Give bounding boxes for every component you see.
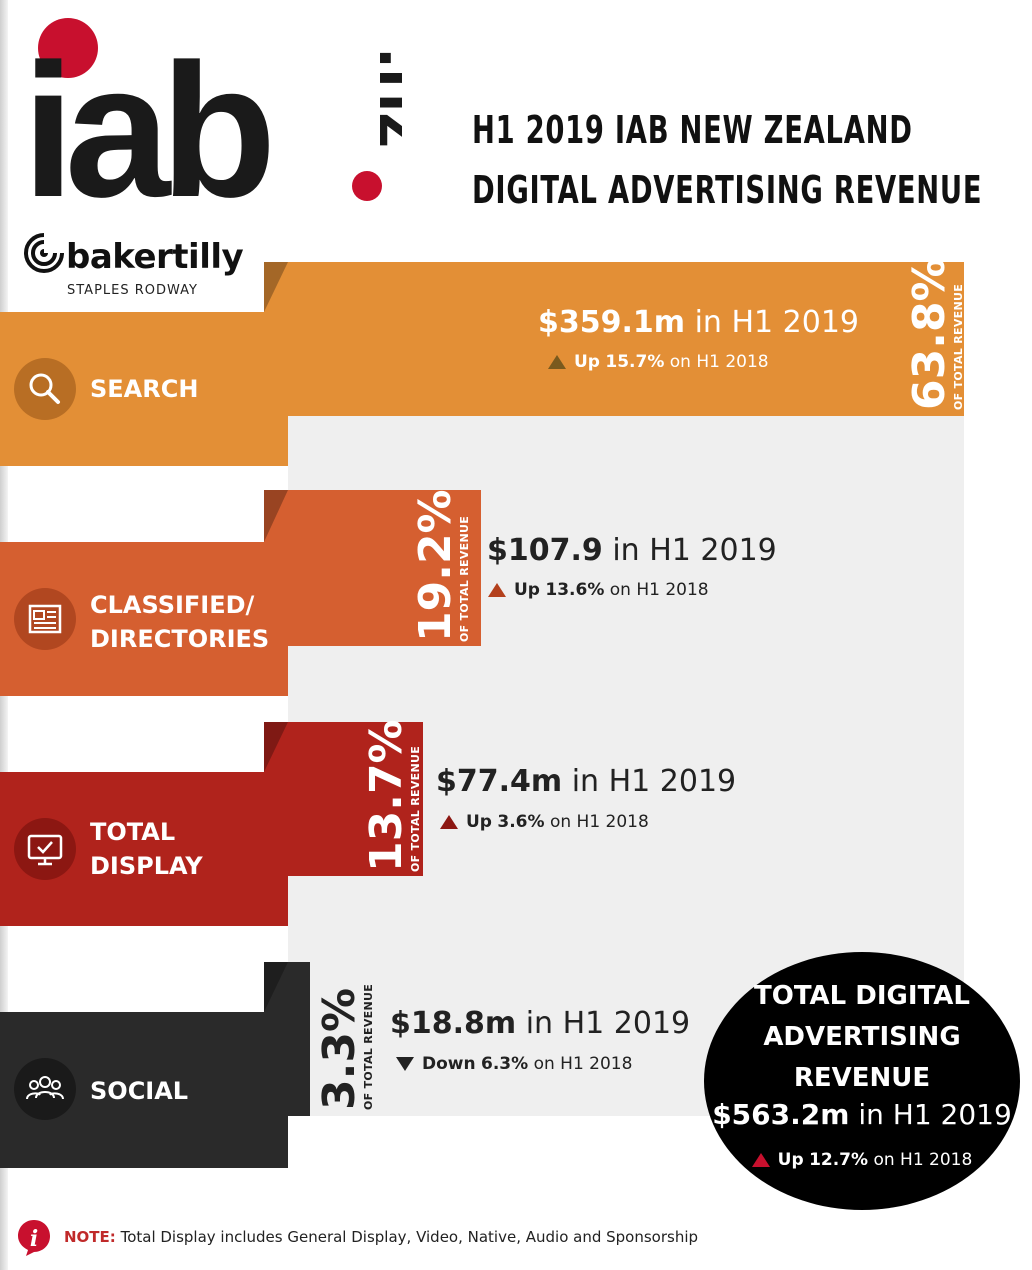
total-heading-line-3: REVENUE [793,1063,931,1093]
fold-social [264,962,288,1012]
footnote: NOTE: Total Display includes General Dis… [64,1228,698,1246]
value-period: in H1 2019 [694,305,859,340]
category-label-line: DISPLAY [90,852,203,880]
sponsor-logo: bakertilly STAPLES RODWAY [22,225,262,305]
change-value: 15.7% [605,352,665,372]
bakertilly-swirl-icon [24,233,64,273]
share-label-social: 3.3% OF TOTAL REVENUE [314,983,375,1110]
change-value: 13.6% [545,580,605,600]
fold-search [264,262,288,312]
fold-classified [264,490,288,542]
change-word: Up [466,812,492,832]
total-growth: Up 12.7% on H1 2018 [704,1150,1020,1170]
share-label-classified: 19.2% OF TOTAL REVENUE [410,489,471,642]
total-heading: TOTAL DIGITAL ADVERTISING REVENUE [704,976,1020,1099]
category-label-search: SEARCH [90,372,198,406]
iab-logo: iab .nz [22,18,402,216]
value-amount: $77.4m [436,764,563,799]
change-word: Up [574,352,600,372]
sponsor-sub: STAPLES RODWAY [67,283,198,298]
up-triangle-icon [751,1153,770,1167]
comparison: on H1 2018 [549,812,649,832]
note-label: NOTE: [64,1228,116,1246]
value-label-classified: $107.9 in H1 2019 [487,533,777,568]
up-triangle-icon [488,583,506,597]
value-label-social: $18.8m in H1 2019 [390,1006,690,1041]
total-heading-line-2: ADVERTISING [763,1022,961,1052]
up-triangle-icon [440,815,458,829]
down-triangle-icon [396,1057,414,1071]
category-label-line: SOCIAL [90,1077,189,1105]
comparison: on H1 2018 [609,580,709,600]
total-value-period: in H1 2019 [858,1098,1012,1131]
bar-display [264,722,423,876]
newspaper-icon [14,588,76,650]
title-line-2: DIGITAL ADVERTISING REVENUE [472,168,983,212]
category-label-line: DIRECTORIES [90,625,270,653]
total-value-amount: $563.2m [712,1098,850,1131]
total-change: 12.7% [809,1150,869,1170]
share-sub: OF TOTAL REVENUE [409,745,422,872]
share-label-display: 13.7% OF TOTAL REVENUE [361,719,422,872]
fold-display [264,722,288,772]
change-word: Up [514,580,540,600]
share-sub: OF TOTAL REVENUE [362,983,375,1110]
change-word: Down [422,1054,476,1074]
value-label-search: $359.1m in H1 2019 [538,305,859,340]
growth-label-classified: Up 13.6% on H1 2018 [488,580,709,600]
category-label-social: SOCIAL [90,1074,188,1108]
change-value: 3.6% [497,812,545,832]
value-period: in H1 2019 [525,1006,691,1041]
category-label-line: TOTAL [90,818,176,846]
search-icon [14,358,76,420]
growth-label-search: Up 15.7% on H1 2018 [548,352,769,372]
svg-text:i: i [30,1226,38,1252]
up-triangle-icon [548,355,566,369]
value-label-display: $77.4m in H1 2019 [436,764,736,799]
value-amount: $359.1m [538,305,686,340]
growth-label-display: Up 3.6% on H1 2018 [440,812,649,832]
change-value: 6.3% [481,1054,529,1074]
bar-classified [264,490,482,646]
category-label-display: TOTAL DISPLAY [90,815,203,883]
logo-brand: iab [22,25,269,216]
share-percent: 3.3% [314,987,365,1110]
share-percent: 19.2% [410,489,461,642]
growth-label-social: Down 6.3% on H1 2018 [396,1054,632,1074]
value-period: in H1 2019 [612,533,777,568]
share-percent: 13.7% [361,719,412,872]
note-text: Total Display includes General Display, … [120,1228,699,1246]
total-heading-line-1: TOTAL DIGITAL [754,981,970,1011]
total-value: $563.2m in H1 2019 [704,1098,1020,1131]
value-amount: $107.9 [487,533,603,568]
comparison: on H1 2018 [669,352,769,372]
category-label-line: CLASSIFIED/ [90,591,255,619]
info-icon: i [18,1220,50,1256]
people-icon [14,1058,76,1120]
share-percent: 63.8% [904,257,955,410]
category-label-classified: CLASSIFIED/DIRECTORIES [90,588,269,656]
value-period: in H1 2019 [571,764,737,799]
total-change-word: Up [777,1150,804,1170]
share-sub: OF TOTAL REVENUE [458,515,471,642]
share-label-search: 63.8% OF TOTAL REVENUE [904,257,965,410]
category-label-line: SEARCH [90,375,199,403]
sponsor-name: bakertilly [66,237,244,277]
page-title: H1 2019 IAB NEW ZEALAND DIGITAL ADVERTIS… [472,100,982,220]
share-sub: OF TOTAL REVENUE [952,283,965,410]
bar-search [264,262,964,416]
value-amount: $18.8m [390,1006,517,1041]
comparison: on H1 2018 [533,1054,633,1074]
total-revenue-circle: TOTAL DIGITAL ADVERTISING REVENUE $563.2… [704,952,1020,1210]
monitor-icon [14,818,76,880]
logo-suffix: .nz [364,48,402,148]
total-comparison: on H1 2018 [873,1150,973,1170]
title-line-1: H1 2019 IAB NEW ZEALAND [472,108,913,152]
